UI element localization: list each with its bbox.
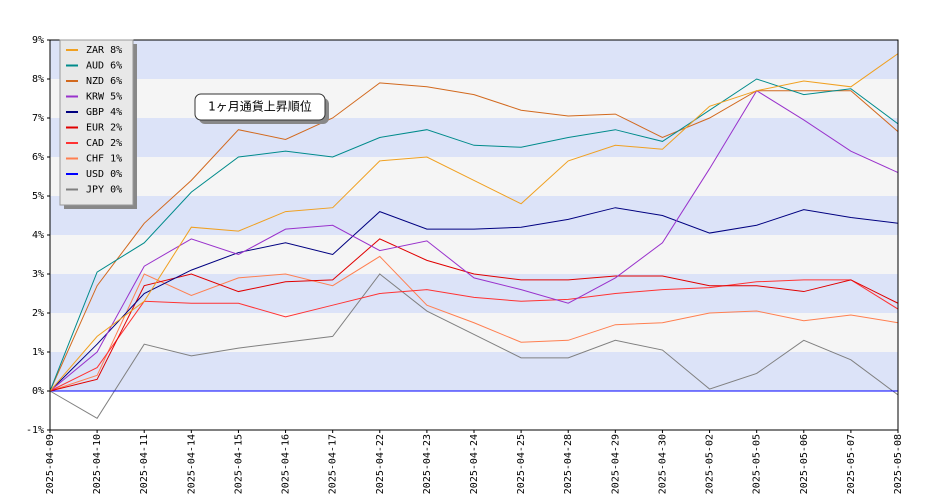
- legend-label: AUD 6%: [86, 61, 122, 72]
- legend-label: GBP 4%: [86, 107, 122, 118]
- grid-band: [50, 235, 898, 274]
- series-line: [49, 279, 899, 392]
- x-tick-label: 2025-04-22: [375, 434, 386, 494]
- annotation: 1ヶ月通貨上昇順位: [208, 99, 312, 114]
- x-tick-label: 2025-04-25: [516, 434, 527, 494]
- series-line: [49, 207, 899, 392]
- legend-label: ZAR 8%: [86, 45, 122, 56]
- grid-band: [50, 274, 898, 313]
- x-tick-label: 2025-04-29: [610, 434, 621, 494]
- x-tick-label: 2025-04-30: [657, 434, 668, 494]
- bands: [50, 40, 898, 391]
- grid-band: [50, 352, 898, 391]
- legend-label: USD 0%: [86, 169, 122, 180]
- x-tick-label: 2025-05-08: [893, 434, 904, 494]
- lines: [49, 53, 899, 419]
- y-tick-label: 6%: [32, 152, 44, 163]
- y-tick-label: 1%: [32, 347, 44, 358]
- grid-band: [50, 196, 898, 235]
- y-tick-label: 5%: [32, 191, 44, 202]
- legend-label: NZD 6%: [86, 76, 122, 87]
- x-tick-label: 2025-04-24: [469, 434, 480, 494]
- grid-band: [50, 40, 898, 79]
- legend: ZAR 8% AUD 6% NZD 6% KRW 5% GBP 4% EUR 2% CAD …: [66, 45, 122, 196]
- legend-label: CAD 2%: [86, 138, 122, 149]
- x-tick-label: 2025-04-15: [233, 434, 244, 494]
- y-tick-label: 9%: [32, 35, 44, 46]
- grid-band: [50, 79, 898, 118]
- y-tick-label: 4%: [32, 230, 44, 241]
- series-line: [49, 255, 899, 392]
- legend-box: [59, 39, 134, 206]
- y-tick-label: 7%: [32, 113, 44, 124]
- x-tick-label: 2025-04-16: [281, 434, 292, 494]
- legend-label: JPY 0%: [86, 185, 122, 196]
- x-tick-label: 2025-04-09: [45, 434, 56, 494]
- x-tick-label: 2025-04-28: [563, 434, 574, 494]
- x-tick-label: 2025-05-02: [705, 434, 716, 494]
- series-line: [49, 238, 899, 392]
- grid-band: [50, 157, 898, 196]
- series-line: [49, 53, 899, 392]
- x-tick-label: 2025-04-14: [186, 434, 197, 494]
- legend-label: KRW 5%: [86, 92, 122, 103]
- y-tick-label: 2%: [32, 308, 44, 319]
- y-tick-label: 8%: [32, 74, 44, 85]
- axes: -1% 0% 1% 2% 3% 4% 5% 6% 7% 8% 9% 2025-04-09 2025-04…: [26, 35, 904, 494]
- y-tick-label: 3%: [32, 269, 44, 280]
- x-tick-label: 2025-05-06: [799, 434, 810, 494]
- series-line: [49, 273, 899, 419]
- x-tick-label: 2025-04-23: [422, 434, 433, 494]
- x-tick-label: 2025-05-05: [752, 434, 763, 494]
- series-line: [49, 78, 899, 392]
- y-tick-label: -1%: [26, 425, 44, 436]
- legend-label: EUR 2%: [86, 123, 122, 134]
- x-tick-label: 2025-04-10: [92, 434, 103, 494]
- x-tick-label: 2025-04-17: [328, 434, 339, 494]
- x-tick-label: 2025-05-07: [846, 434, 857, 494]
- grid-band: [50, 313, 898, 352]
- legend-label: CHF 1%: [86, 154, 122, 165]
- grid-band: [50, 118, 898, 157]
- y-tick-label: 0%: [32, 386, 44, 397]
- annotation-box: [194, 93, 326, 121]
- x-tick-label: 2025-04-11: [139, 434, 150, 494]
